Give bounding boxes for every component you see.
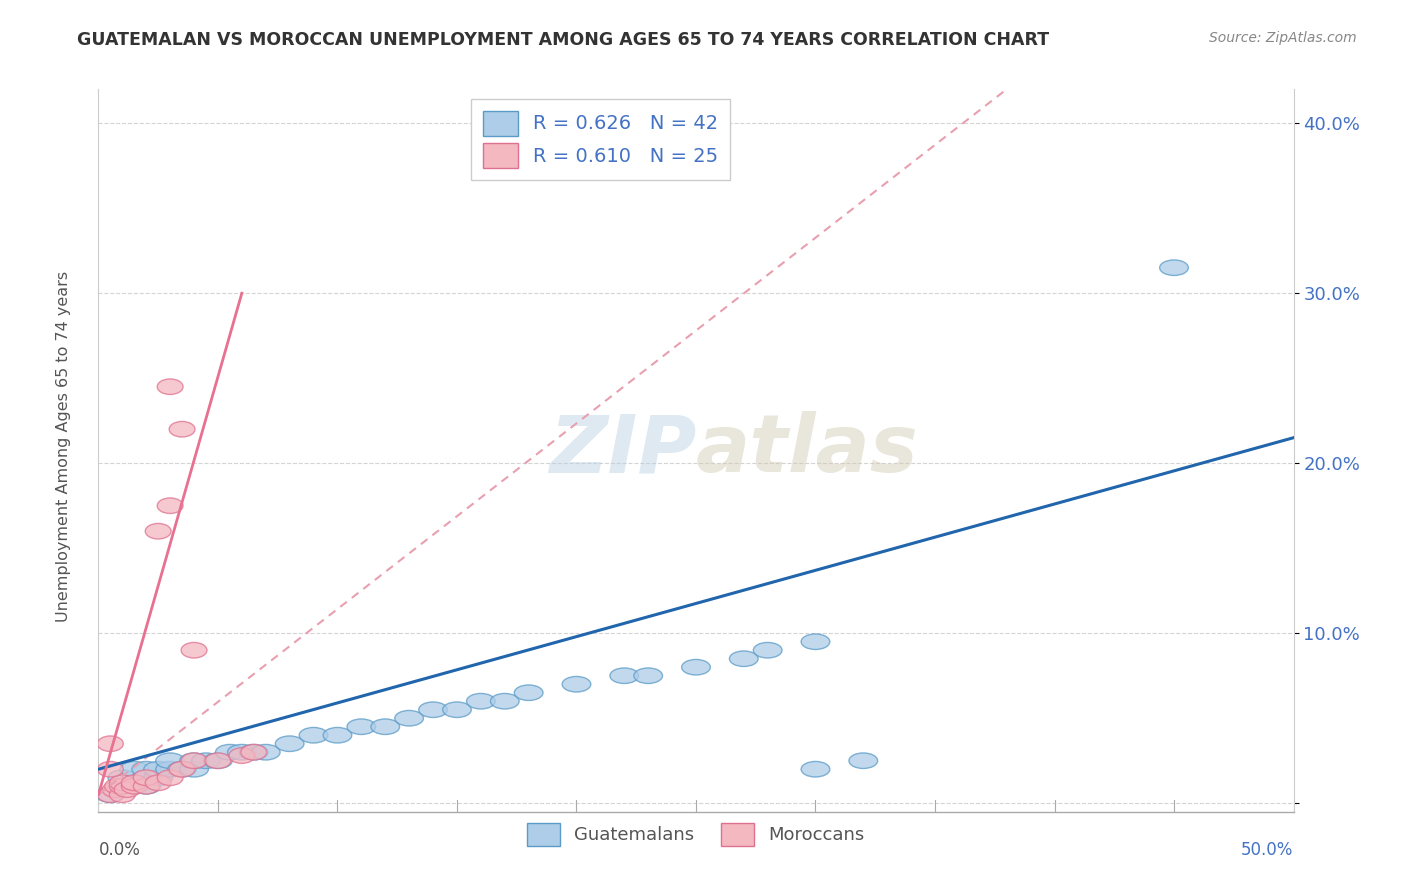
- Ellipse shape: [419, 702, 447, 717]
- Ellipse shape: [252, 745, 280, 760]
- Ellipse shape: [145, 775, 172, 790]
- Ellipse shape: [395, 710, 423, 726]
- Ellipse shape: [204, 753, 232, 769]
- Ellipse shape: [120, 779, 149, 794]
- Ellipse shape: [276, 736, 304, 751]
- Ellipse shape: [169, 762, 195, 777]
- Ellipse shape: [143, 762, 173, 777]
- Ellipse shape: [169, 421, 195, 437]
- Ellipse shape: [240, 745, 267, 760]
- Text: Source: ZipAtlas.com: Source: ZipAtlas.com: [1209, 31, 1357, 45]
- Ellipse shape: [121, 779, 148, 794]
- Ellipse shape: [181, 753, 207, 769]
- Ellipse shape: [120, 762, 149, 777]
- Ellipse shape: [347, 719, 375, 734]
- Ellipse shape: [634, 668, 662, 683]
- Ellipse shape: [96, 787, 125, 803]
- Ellipse shape: [443, 702, 471, 717]
- Ellipse shape: [515, 685, 543, 700]
- Ellipse shape: [110, 775, 135, 790]
- Ellipse shape: [97, 787, 124, 803]
- Ellipse shape: [467, 693, 495, 709]
- Ellipse shape: [682, 659, 710, 675]
- Ellipse shape: [143, 770, 173, 786]
- Ellipse shape: [108, 770, 136, 786]
- Ellipse shape: [121, 775, 148, 790]
- Ellipse shape: [730, 651, 758, 666]
- Ellipse shape: [205, 753, 231, 769]
- Ellipse shape: [134, 770, 159, 786]
- Text: Unemployment Among Ages 65 to 74 years: Unemployment Among Ages 65 to 74 years: [56, 270, 70, 622]
- Ellipse shape: [167, 762, 197, 777]
- Ellipse shape: [323, 728, 352, 743]
- Ellipse shape: [228, 745, 256, 760]
- Ellipse shape: [849, 753, 877, 769]
- Ellipse shape: [156, 753, 184, 769]
- Ellipse shape: [491, 693, 519, 709]
- Legend: Guatemalans, Moroccans: Guatemalans, Moroccans: [520, 815, 872, 854]
- Ellipse shape: [157, 379, 183, 394]
- Text: GUATEMALAN VS MOROCCAN UNEMPLOYMENT AMONG AGES 65 TO 74 YEARS CORRELATION CHART: GUATEMALAN VS MOROCCAN UNEMPLOYMENT AMON…: [77, 31, 1049, 49]
- Ellipse shape: [191, 753, 221, 769]
- Ellipse shape: [801, 634, 830, 649]
- Ellipse shape: [157, 498, 183, 514]
- Ellipse shape: [610, 668, 638, 683]
- Ellipse shape: [103, 782, 128, 797]
- Ellipse shape: [1160, 260, 1188, 276]
- Ellipse shape: [562, 676, 591, 692]
- Ellipse shape: [97, 736, 124, 751]
- Text: 0.0%: 0.0%: [98, 840, 141, 859]
- Ellipse shape: [132, 762, 160, 777]
- Ellipse shape: [754, 642, 782, 658]
- Ellipse shape: [215, 745, 245, 760]
- Ellipse shape: [156, 762, 184, 777]
- Ellipse shape: [104, 779, 131, 794]
- Text: 50.0%: 50.0%: [1241, 840, 1294, 859]
- Ellipse shape: [157, 770, 183, 786]
- Text: atlas: atlas: [696, 411, 918, 490]
- Ellipse shape: [180, 762, 208, 777]
- Ellipse shape: [229, 747, 254, 764]
- Ellipse shape: [181, 642, 207, 658]
- Ellipse shape: [110, 787, 135, 803]
- Ellipse shape: [145, 524, 172, 539]
- Ellipse shape: [371, 719, 399, 734]
- Ellipse shape: [132, 779, 160, 794]
- Ellipse shape: [134, 779, 159, 794]
- Ellipse shape: [239, 745, 269, 760]
- Ellipse shape: [180, 753, 208, 769]
- Ellipse shape: [132, 770, 160, 786]
- Ellipse shape: [97, 762, 124, 777]
- Ellipse shape: [801, 762, 830, 777]
- Ellipse shape: [110, 779, 135, 794]
- Ellipse shape: [299, 728, 328, 743]
- Text: ZIP: ZIP: [548, 411, 696, 490]
- Ellipse shape: [114, 782, 141, 797]
- Ellipse shape: [108, 779, 136, 794]
